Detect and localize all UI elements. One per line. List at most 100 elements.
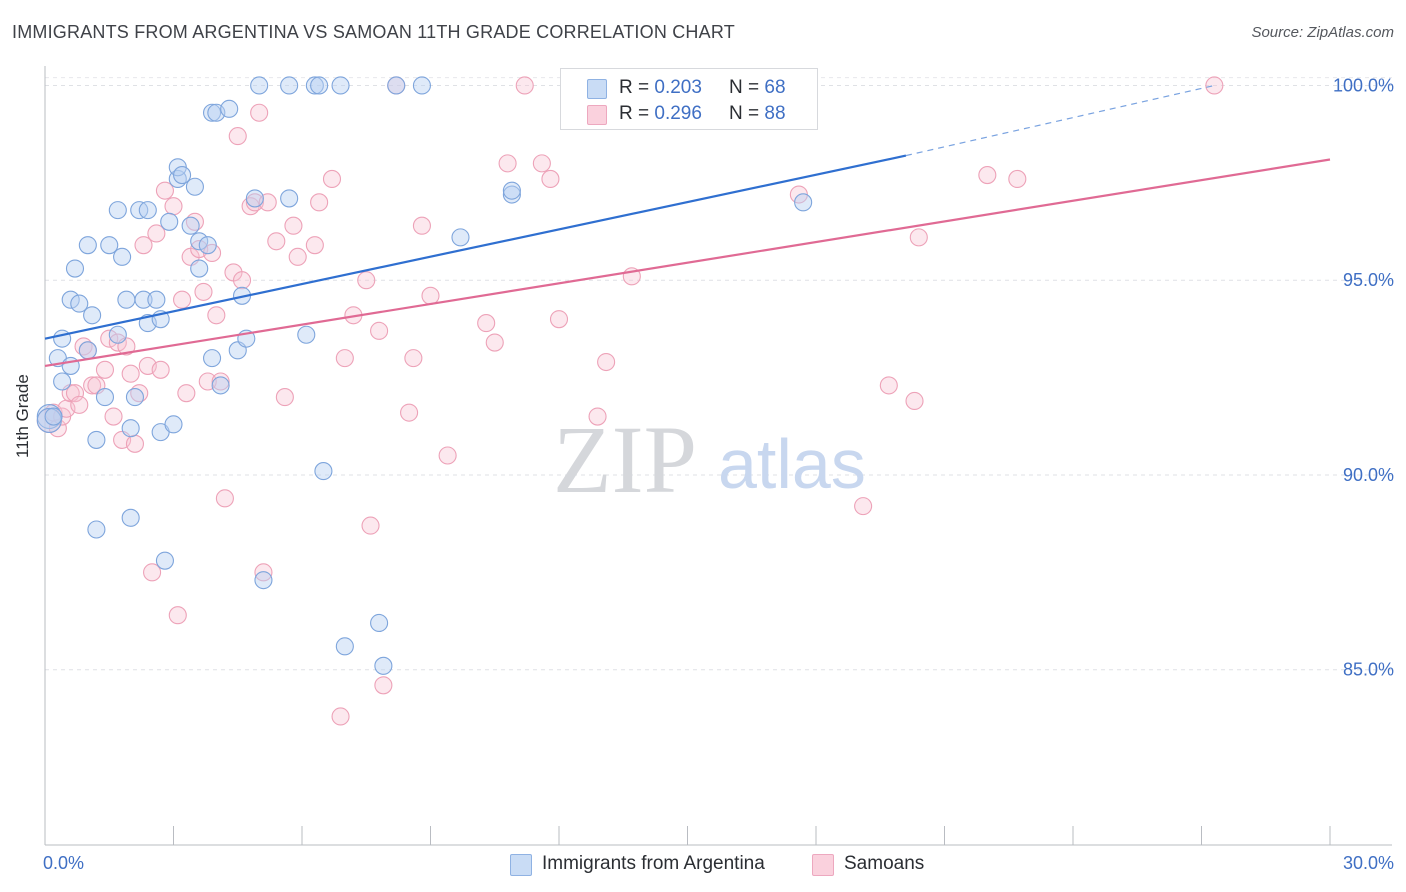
data-point-samoans (549, 310, 569, 329)
data-point-argentina (451, 228, 470, 247)
axes (44, 66, 1392, 846)
data-point-samoans (400, 403, 419, 422)
data-point-samoans (477, 314, 496, 333)
gridlines (45, 77, 1392, 671)
data-point-samoans (151, 360, 170, 379)
data-point-samoans (288, 247, 307, 266)
data-point-argentina (220, 99, 239, 118)
data-point-argentina (83, 306, 102, 325)
data-point-argentina (314, 462, 333, 481)
data-point-samoans (1008, 169, 1027, 189)
data-point-samoans (250, 103, 269, 122)
data-point-samoans (104, 407, 123, 426)
data-point-argentina (147, 290, 166, 309)
data-point-samoans (879, 376, 898, 395)
data-point-samoans (83, 376, 102, 395)
data-point-argentina (310, 76, 329, 95)
data-point-argentina (155, 551, 174, 570)
data-point-samoans (331, 707, 350, 726)
data-point-samoans (588, 407, 607, 426)
data-point-argentina (53, 372, 72, 391)
watermark-atlas: atlas (718, 425, 866, 503)
data-point-samoans (121, 364, 140, 383)
legend-swatch-argentina (510, 854, 532, 876)
legend-swatch-samoans (812, 854, 834, 876)
data-point-samoans (532, 154, 551, 173)
data-point-argentina (412, 76, 431, 95)
watermark: ZIP atlas (553, 406, 866, 513)
data-point-samoans (134, 236, 153, 255)
data-point-argentina (87, 430, 106, 449)
x-tick-label: 0.0% (43, 853, 84, 873)
data-point-argentina (502, 185, 521, 204)
data-point-argentina (280, 76, 299, 95)
data-point-argentina (164, 415, 183, 434)
trend-lines (44, 84, 1331, 368)
data-point-samoans (143, 563, 162, 582)
r-value-samoans: 0.296 (654, 103, 702, 124)
data-point-samoans (905, 391, 924, 411)
data-point-samoans (194, 282, 213, 301)
data-point-samoans (438, 446, 457, 465)
data-point-argentina (794, 193, 813, 212)
y-tick-label: 85.0% (1343, 660, 1394, 680)
data-point-samoans (65, 384, 85, 403)
data-point-samoans (173, 290, 192, 309)
data-point-argentina (331, 76, 350, 95)
data-point-samoans (108, 333, 127, 352)
y-tick-label: 95.0% (1343, 270, 1394, 290)
data-point-argentina (160, 212, 179, 231)
y-tick-label: 90.0% (1343, 465, 1394, 485)
n-label: N = (729, 103, 765, 124)
data-point-argentina (297, 325, 316, 344)
data-point-samoans (207, 306, 226, 325)
data-point-samoans (597, 352, 616, 372)
data-point-samoans (485, 333, 504, 352)
source-label: Source: ZipAtlas.com (1251, 24, 1394, 41)
data-point-argentina (305, 76, 324, 95)
trend-line-argentina (44, 154, 907, 340)
y-axis-title: 11th Grade (13, 374, 32, 458)
data-point-argentina (502, 181, 521, 200)
data-point-argentina (61, 290, 80, 309)
data-point-argentina (181, 216, 200, 235)
data-point-samoans (421, 286, 440, 305)
chart-title: IMMIGRANTS FROM ARGENTINA VS SAMOAN 11TH… (12, 22, 735, 42)
data-point-samoans (322, 169, 342, 189)
data-point-samoans (100, 329, 119, 348)
data-point-argentina (44, 407, 63, 426)
data-point-samoans (254, 563, 273, 582)
r-label: R = (619, 103, 655, 124)
data-point-samoans (125, 434, 144, 453)
data-point-argentina (370, 613, 389, 633)
data-point-argentina (203, 103, 222, 122)
data-point-argentina (185, 177, 204, 196)
n-value-argentina: 68 (764, 77, 786, 98)
data-point-samoans (909, 228, 928, 247)
data-point-argentina (198, 236, 217, 255)
data-point-samoans (310, 193, 329, 212)
data-point-samoans (147, 224, 166, 243)
data-point-samoans (177, 384, 196, 403)
data-point-argentina (70, 294, 89, 313)
data-point-samoans (164, 197, 183, 216)
legend-label-samoans: Samoans (844, 853, 925, 874)
data-point-samoans (357, 271, 376, 290)
data-point-argentina (190, 259, 209, 278)
data-point-argentina (121, 419, 140, 438)
data-point-samoans (404, 349, 423, 368)
data-point-argentina (125, 388, 144, 407)
data-point-samoans (335, 349, 354, 368)
data-point-argentina (250, 76, 269, 95)
data-point-argentina (100, 236, 119, 255)
data-point-argentina (335, 637, 354, 656)
data-point-samoans (515, 76, 534, 95)
data-point-argentina (117, 290, 136, 309)
data-point-samoans (155, 181, 174, 200)
data-point-argentina (190, 232, 209, 251)
n-label: N = (729, 77, 765, 98)
data-point-samoans (498, 154, 517, 173)
data-point-argentina (134, 290, 153, 309)
data-point-argentina (211, 376, 230, 395)
